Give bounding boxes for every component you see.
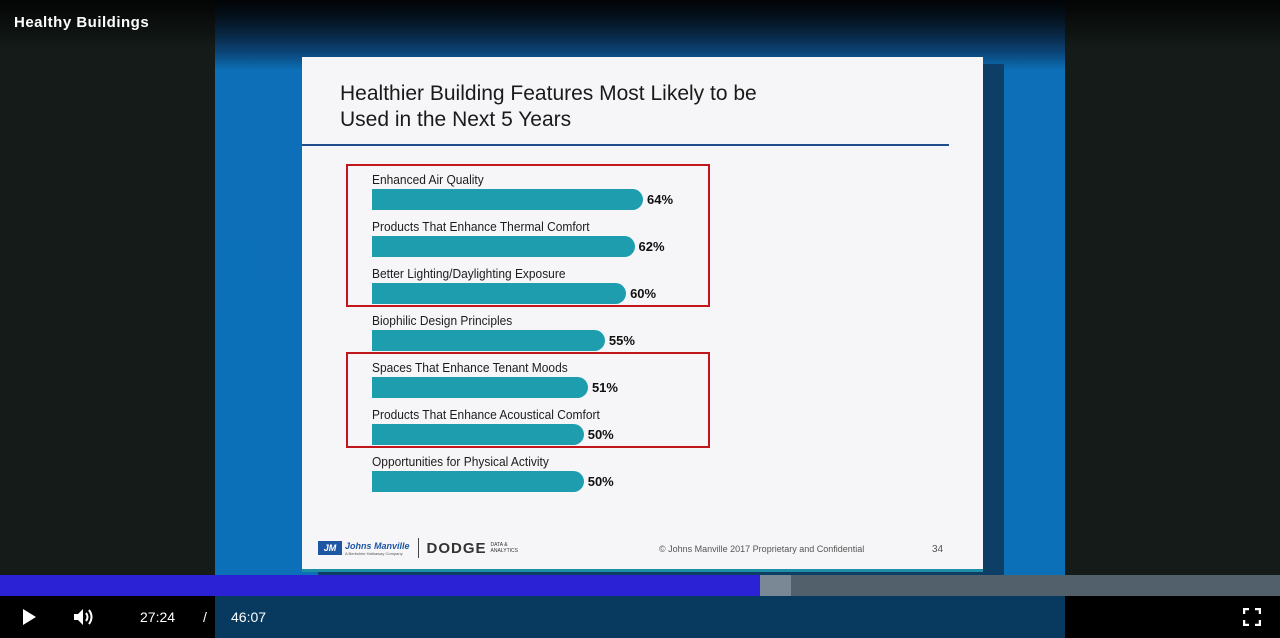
bar-value-label: 50% [587,474,614,489]
logo-divider [417,538,419,558]
bar-label: Opportunities for Physical Activity [372,454,549,469]
slide-title: Healthier Building Features Most Likely … [340,81,820,133]
bar-label: Enhanced Air Quality [372,172,484,187]
johns-manville-name: Johns Manville [345,540,410,551]
bar-label: Better Lighting/Daylighting Exposure [372,266,566,281]
bar [372,236,635,257]
bar-value-label: 62% [638,239,665,254]
progress-played [0,575,761,596]
bar [372,330,605,351]
presentation-slide: Healthier Building Features Most Likely … [302,57,983,572]
highlight-box [346,164,710,307]
bar-row: Opportunities for Physical Activity 50% [372,454,702,501]
slide-title-line1: Healthier Building Features Most Likely … [340,82,757,105]
bar-row: Spaces That Enhance Tenant Moods 51% [372,360,702,407]
control-bar-center [215,596,1065,638]
bar-label: Biophilic Design Principles [372,313,513,328]
video-title: Healthy Buildings [14,14,150,31]
bar-value-label: 64% [647,192,674,207]
fullscreen-icon [1243,608,1261,626]
bar-label: Spaces That Enhance Tenant Moods [372,360,568,375]
bar [372,377,588,398]
bar-row: Better Lighting/Daylighting Exposure 60% [372,266,702,313]
title-divider [302,144,949,146]
johns-manville-logo-mark: JM [318,541,342,555]
bar-row: Products That Enhance Acoustical Comfort… [372,407,702,454]
dodge-logo: DODGE [426,539,487,557]
bar [372,424,584,445]
bar-value-label: 55% [608,333,635,348]
bar-row: Enhanced Air Quality 64% [372,172,702,219]
johns-manville-logo-text: Johns Manville A Berkshire Hathaway Comp… [345,541,410,556]
progress-bar[interactable] [0,575,1280,596]
bar-row: Biophilic Design Principles 55% [372,313,702,360]
title-overlay: Healthy Buildings [0,0,1280,48]
dodge-tagline: DATA & ANALYTICS [490,542,518,554]
bar-value-label: 51% [591,380,618,395]
copyright-text: © Johns Manville 2017 Proprietary and Co… [659,544,865,554]
current-time: 27:24 [140,609,176,625]
johns-manville-tagline: A Berkshire Hathaway Company [345,550,403,556]
bar-value-label: 60% [630,286,657,301]
footer-logos: JM Johns Manville A Berkshire Hathaway C… [318,537,531,559]
play-button[interactable] [8,596,50,638]
volume-button[interactable] [63,596,105,638]
control-bar: 27:24 / 46:07 [0,596,1280,638]
fullscreen-button[interactable] [1231,596,1273,638]
play-icon [23,609,36,625]
bar-value-label: 50% [587,427,614,442]
highlight-box [346,352,710,448]
slide-title-line2: Used in the Next 5 Years [340,108,572,131]
time-separator: / [203,609,207,625]
bar [372,283,627,304]
bar-label: Products That Enhance Acoustical Comfort [372,407,600,422]
bar [372,189,643,210]
duration: 46:07 [231,609,267,625]
bar-label: Products That Enhance Thermal Comfort [372,219,590,234]
bar [372,471,584,492]
slide-page-number: 34 [932,544,944,555]
volume-icon [74,609,93,625]
bar-row: Products That Enhance Thermal Comfort 62% [372,219,702,266]
